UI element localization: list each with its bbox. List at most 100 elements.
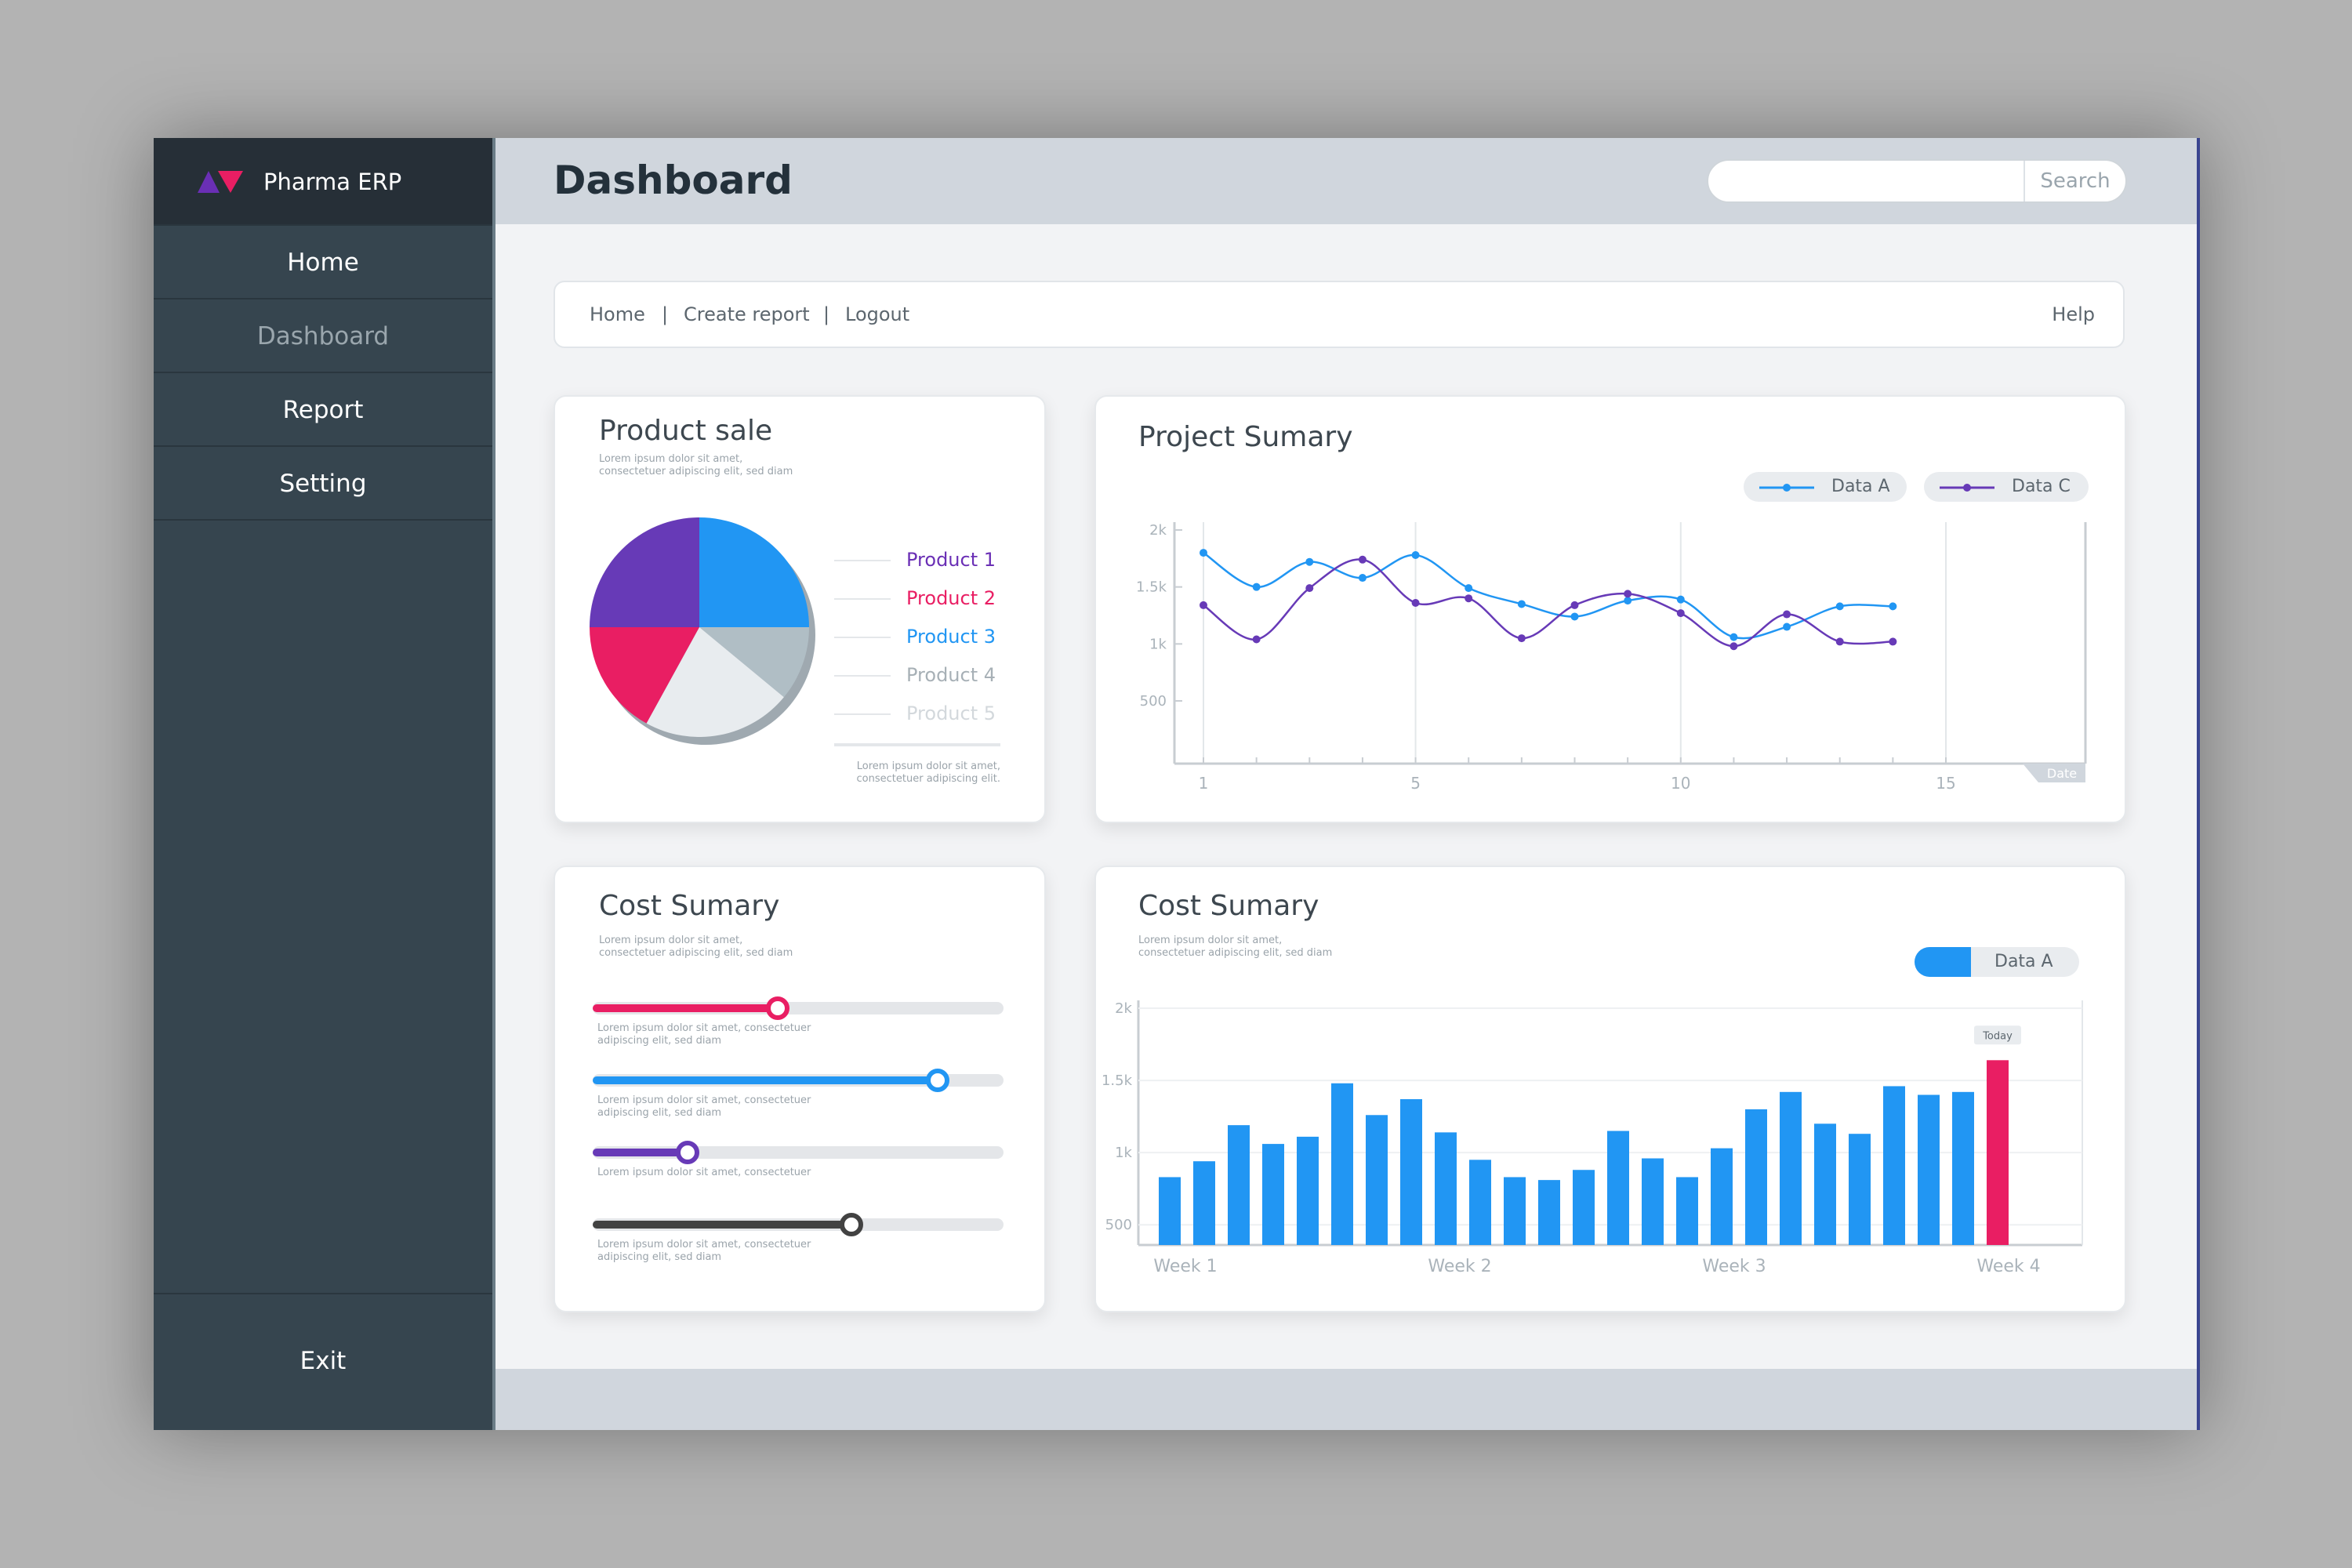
data-point-data-c	[1624, 590, 1632, 598]
slider-fill	[593, 1221, 852, 1229]
project-summary-card: Project Sumary Data A Data C 500 1k 1.5k 2k…	[1094, 395, 2126, 823]
search-button[interactable]: Search	[2040, 169, 2111, 193]
data-point-data-a	[1517, 600, 1526, 608]
data-point-data-a	[1252, 583, 1261, 591]
search-input[interactable]	[1721, 165, 2014, 198]
bar	[1711, 1148, 1733, 1245]
bar	[1642, 1158, 1664, 1245]
slider-handle[interactable]	[840, 1213, 864, 1236]
legend-data-c[interactable]: Data C	[1924, 472, 2089, 502]
project-summary-title: Project Sumary	[1138, 421, 1353, 453]
bar	[1918, 1094, 1940, 1245]
bar	[1331, 1083, 1353, 1245]
sidebar-nav: Home Dashboard Report Setting	[154, 224, 492, 521]
slider-handle[interactable]	[765, 996, 789, 1020]
bar	[1262, 1144, 1284, 1245]
breadcrumb: Home | Create report | Logout Help	[554, 281, 2125, 348]
sidebar: Pharma ERP Home Dashboard Report Setting…	[154, 138, 495, 1430]
header: Dashboard Search	[495, 138, 2197, 224]
app-name: Pharma ERP	[263, 169, 402, 195]
bar	[1504, 1177, 1526, 1245]
bar	[1745, 1109, 1767, 1245]
y-tick-label: 500	[1105, 1217, 1132, 1233]
y-tick-label: 1k	[1115, 1145, 1132, 1161]
data-point-data-a	[1624, 597, 1632, 605]
legend-product-2: Product 2	[906, 587, 996, 609]
bar	[1297, 1136, 1319, 1245]
x-tick-label: Week 4	[1976, 1257, 2040, 1276]
today-label: Today	[1982, 1030, 2013, 1042]
legend-data-a-bar[interactable]: Data A	[1915, 947, 2079, 977]
y-tick-label: 500	[1140, 693, 1167, 710]
legend-line	[834, 675, 891, 677]
breadcrumb-home-link[interactable]: Home	[590, 303, 645, 325]
legend-data-a-bar-label: Data A	[1994, 952, 2053, 971]
legend-product-3: Product 3	[906, 626, 996, 648]
cost-summary-bars-title: Cost Sumary	[1138, 890, 1319, 922]
bar	[1366, 1115, 1388, 1245]
y-tick-label: 1.5k	[1136, 579, 1167, 596]
slider-handle[interactable]	[675, 1141, 699, 1164]
product-sale-card: Product sale Lorem ipsum dolor sit amet,…	[554, 395, 1046, 823]
sidebar-item-report[interactable]: Report	[154, 372, 492, 445]
slider-fill	[593, 1076, 938, 1084]
sidebar-item-dashboard[interactable]: Dashboard	[154, 298, 492, 372]
data-point-data-c	[1783, 610, 1791, 619]
x-axis-label: Date	[2047, 766, 2077, 781]
data-point-data-c	[1676, 609, 1685, 618]
data-point-data-a	[1783, 622, 1791, 631]
cost-summary-sliders-card: Cost Sumary Lorem ipsum dolor sit amet, …	[554, 866, 1046, 1312]
data-point-data-a	[1835, 602, 1844, 611]
product-sale-subtitle: Lorem ipsum dolor sit amet, consectetuer…	[599, 453, 793, 477]
exit-button[interactable]: Exit	[154, 1293, 492, 1430]
slider-fill	[593, 1149, 688, 1156]
breadcrumb-logout-link[interactable]: Logout	[845, 303, 910, 325]
bar	[1469, 1160, 1491, 1245]
legend-product-1: Product 1	[906, 549, 996, 571]
pie-slice-product-5	[646, 627, 784, 737]
data-point-data-c	[1200, 601, 1207, 609]
slider-handle[interactable]	[926, 1069, 950, 1092]
sidebar-item-home[interactable]: Home	[154, 224, 492, 298]
pie-slice-product-2	[590, 627, 699, 724]
slider-fill	[593, 1004, 778, 1012]
data-point-data-c	[1465, 594, 1473, 603]
series-line-data-c	[1203, 558, 1893, 648]
bar	[1883, 1086, 1905, 1245]
legend-data-a[interactable]: Data A	[1744, 472, 1907, 502]
data-point-data-a	[1730, 633, 1738, 641]
slider-caption: Lorem ipsum dolor sit amet, consectetuer…	[597, 1239, 811, 1263]
legend-line-blue-icon	[1759, 484, 1814, 492]
brand: Pharma ERP	[154, 138, 492, 224]
product-sale-title: Product sale	[599, 415, 773, 447]
y-tick-label: 1k	[1149, 636, 1167, 652]
bar	[1952, 1091, 1974, 1245]
bar	[1814, 1123, 1836, 1245]
data-point-data-c	[1411, 599, 1420, 608]
pie-slice-product-1	[590, 517, 699, 627]
sidebar-item-setting[interactable]: Setting	[154, 445, 492, 519]
legend-data-a-label: Data A	[1831, 477, 1890, 496]
x-tick-label: 15	[1936, 774, 1955, 793]
help-link[interactable]: Help	[2052, 303, 2095, 325]
bar	[1193, 1161, 1215, 1245]
pharma-logo-icon	[198, 171, 243, 193]
x-tick-label: Week 3	[1702, 1257, 1766, 1276]
legend-line	[834, 713, 891, 715]
bar	[1400, 1099, 1422, 1245]
bar	[1780, 1091, 1802, 1245]
x-tick-label: 5	[1410, 774, 1421, 793]
x-tick-label: 1	[1199, 774, 1209, 793]
legend-line	[834, 560, 891, 561]
page-title: Dashboard	[554, 158, 793, 203]
breadcrumb-separator: |	[823, 303, 830, 325]
data-point-data-c	[1358, 555, 1367, 564]
data-point-data-c	[1517, 634, 1526, 643]
bar	[1573, 1170, 1595, 1245]
bar	[1159, 1177, 1181, 1245]
y-tick-label: 1.5k	[1102, 1073, 1133, 1089]
legend-divider	[834, 743, 1000, 746]
breadcrumb-create-report-link[interactable]: Create report	[684, 303, 810, 325]
data-point-data-a	[1570, 612, 1579, 621]
